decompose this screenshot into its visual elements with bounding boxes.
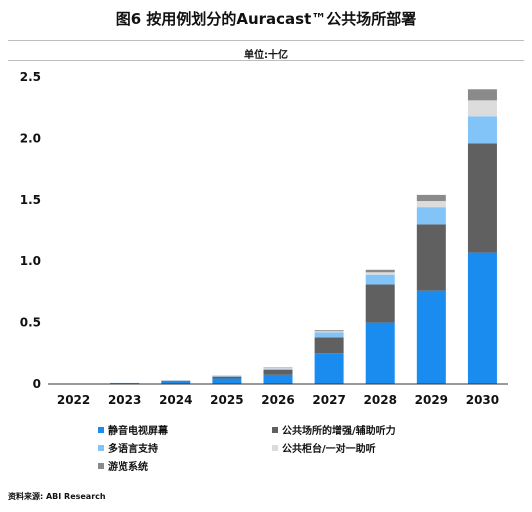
x-tick-label-2026: 2026 [261, 393, 294, 407]
bar-segment-2024-s1 [161, 381, 191, 384]
y-tick-label-2.0: 2.0 [20, 131, 41, 145]
x-tick-label-2027: 2027 [312, 393, 345, 407]
legend-swatch-3 [98, 444, 104, 451]
bar-segment-2027-s1 [314, 353, 344, 384]
bar-segment-2028-s2 [365, 284, 395, 323]
bar-segment-2026-s1 [263, 374, 293, 384]
subtitle-divider [8, 60, 524, 61]
bar-segment-2029-s5 [416, 194, 446, 202]
legend-item-5: 游览系统 [98, 458, 148, 473]
x-tick-label-2028: 2028 [364, 393, 397, 407]
x-tick-label-2022: 2022 [57, 393, 90, 407]
bar-segment-2030-s4 [467, 100, 497, 117]
legend-label-2: 公共场所的增强/辅助听力 [282, 426, 396, 437]
legend-item-4: 公共柜台/一对一助听 [272, 440, 376, 455]
bar-segment-2027-s3 [314, 332, 344, 338]
x-tick-label-2029: 2029 [415, 393, 448, 407]
legend-item-2: 公共场所的增强/辅助听力 [272, 422, 396, 437]
bar-segment-2029-s2 [416, 224, 446, 291]
legend-swatch-5 [98, 462, 104, 469]
y-tick-label-2.5: 2.5 [20, 70, 41, 84]
bar-segment-2029-s4 [416, 201, 446, 208]
chart-title: 图6 按用例划分的Auracast™公共场所部署 [115, 10, 417, 28]
legend-swatch-1 [98, 426, 104, 433]
legend-label-1: 静音电视屏幕 [108, 426, 168, 437]
y-tick-label-1.0: 1.0 [20, 254, 41, 268]
bar-segment-2030-s1 [467, 252, 497, 384]
source-note: 资料来源: ABI Research [8, 492, 106, 501]
bar-segment-2025-s1 [212, 378, 242, 384]
chart-unit-subtitle: 单位:十亿 [244, 50, 288, 61]
x-tick-label-2023: 2023 [108, 393, 141, 407]
bar-segment-2027-s4 [314, 331, 344, 333]
bar-segment-2026-s2 [263, 369, 293, 375]
legend-swatch-4 [272, 444, 278, 451]
bar-segment-2029-s1 [416, 290, 446, 384]
bar-segment-2030-s3 [467, 116, 497, 144]
legend-swatch-2 [272, 426, 278, 433]
bars-layer [59, 89, 497, 384]
title-divider [8, 40, 524, 41]
y-tick-label-0: 0 [33, 377, 41, 391]
bar-segment-2025-s2 [212, 376, 242, 379]
bar-segment-2027-s5 [314, 330, 344, 332]
bar-segment-2028-s5 [365, 269, 395, 273]
x-tick-label-2030: 2030 [466, 393, 499, 407]
legend-label-5: 游览系统 [108, 462, 148, 473]
x-tick-label-2025: 2025 [210, 393, 243, 407]
legend-label-4: 公共柜台/一对一助听 [282, 444, 376, 455]
bar-segment-2024-s2 [161, 380, 191, 382]
bar-segment-2028-s1 [365, 322, 395, 384]
x-tick-label-2024: 2024 [159, 393, 192, 407]
y-tick-label-0.5: 0.5 [20, 316, 41, 330]
bar-segment-2029-s3 [416, 207, 446, 225]
axes-layer: 2022 2023 2024 2025 2026 2027 2028 2029 2030 0 0.5… [20, 70, 508, 407]
bar-segment-2027-s2 [314, 337, 344, 354]
y-tick-label-1.5: 1.5 [20, 193, 41, 207]
bar-segment-2026-s4 [263, 368, 293, 369]
bar-segment-2026-s3 [263, 368, 293, 370]
bar-segment-2030-s5 [467, 89, 497, 101]
bar-segment-2030-s2 [467, 143, 497, 253]
bar-segment-2028-s4 [365, 272, 395, 275]
legend-label-3: 多语言支持 [108, 444, 158, 455]
bar-segment-2028-s3 [365, 274, 395, 285]
legend-item-3: 多语言支持 [98, 440, 158, 455]
legend-item-1: 静音电视屏幕 [98, 422, 168, 437]
